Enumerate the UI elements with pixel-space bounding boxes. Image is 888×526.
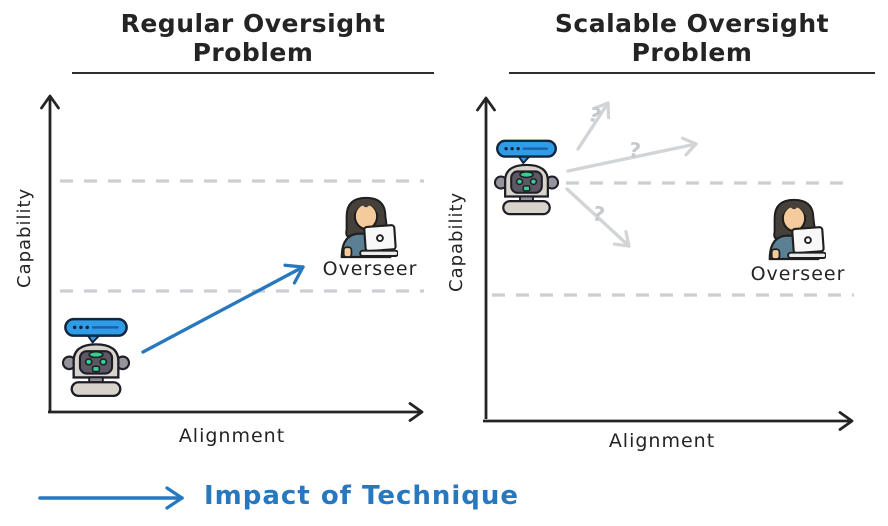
laptop-base	[359, 249, 398, 257]
left-x-axis-label: Alignment	[178, 425, 286, 447]
robot-body-base	[502, 200, 551, 216]
laptop-base	[787, 251, 826, 259]
laptop-icon	[791, 226, 825, 255]
overseer-hand	[342, 246, 353, 258]
robot-face-features	[515, 171, 538, 192]
right-overseer-label: Overseer	[750, 263, 846, 285]
left-chart-axes	[40, 94, 424, 422]
overseer-hand	[770, 248, 781, 260]
right-y-axis-label: Capability	[446, 191, 467, 293]
right-panel-title: Scalable Oversight Problem	[509, 9, 875, 74]
speech-bubble-icon	[496, 139, 557, 164]
robot-body-base	[70, 381, 122, 398]
robot-face-features	[84, 350, 108, 373]
speech-bubble-icon	[64, 317, 128, 344]
left-panel-title: Regular Oversight Problem	[72, 9, 434, 74]
right-chart-axes	[476, 96, 854, 431]
laptop-icon	[363, 224, 397, 253]
overseer-fringe	[782, 203, 806, 216]
robot-agent-icon-left	[62, 317, 130, 398]
overseer-icon-left	[340, 196, 398, 259]
uncertainty-arrow-right	[566, 136, 698, 173]
legend-label: Impact of Technique	[204, 481, 520, 511]
left-overseer-label: Overseer	[322, 258, 418, 280]
left-y-axis-label: Capability	[14, 187, 35, 289]
impact-of-technique-arrow	[141, 263, 305, 354]
overseer-icon-right	[768, 198, 826, 261]
uncertainty-arrow-up	[576, 101, 611, 151]
overseer-fringe	[354, 201, 378, 214]
robot-agent-icon-right	[494, 139, 559, 216]
right-x-axis-label: Alignment	[608, 430, 716, 452]
uncertainty-arrow-down	[565, 187, 631, 248]
